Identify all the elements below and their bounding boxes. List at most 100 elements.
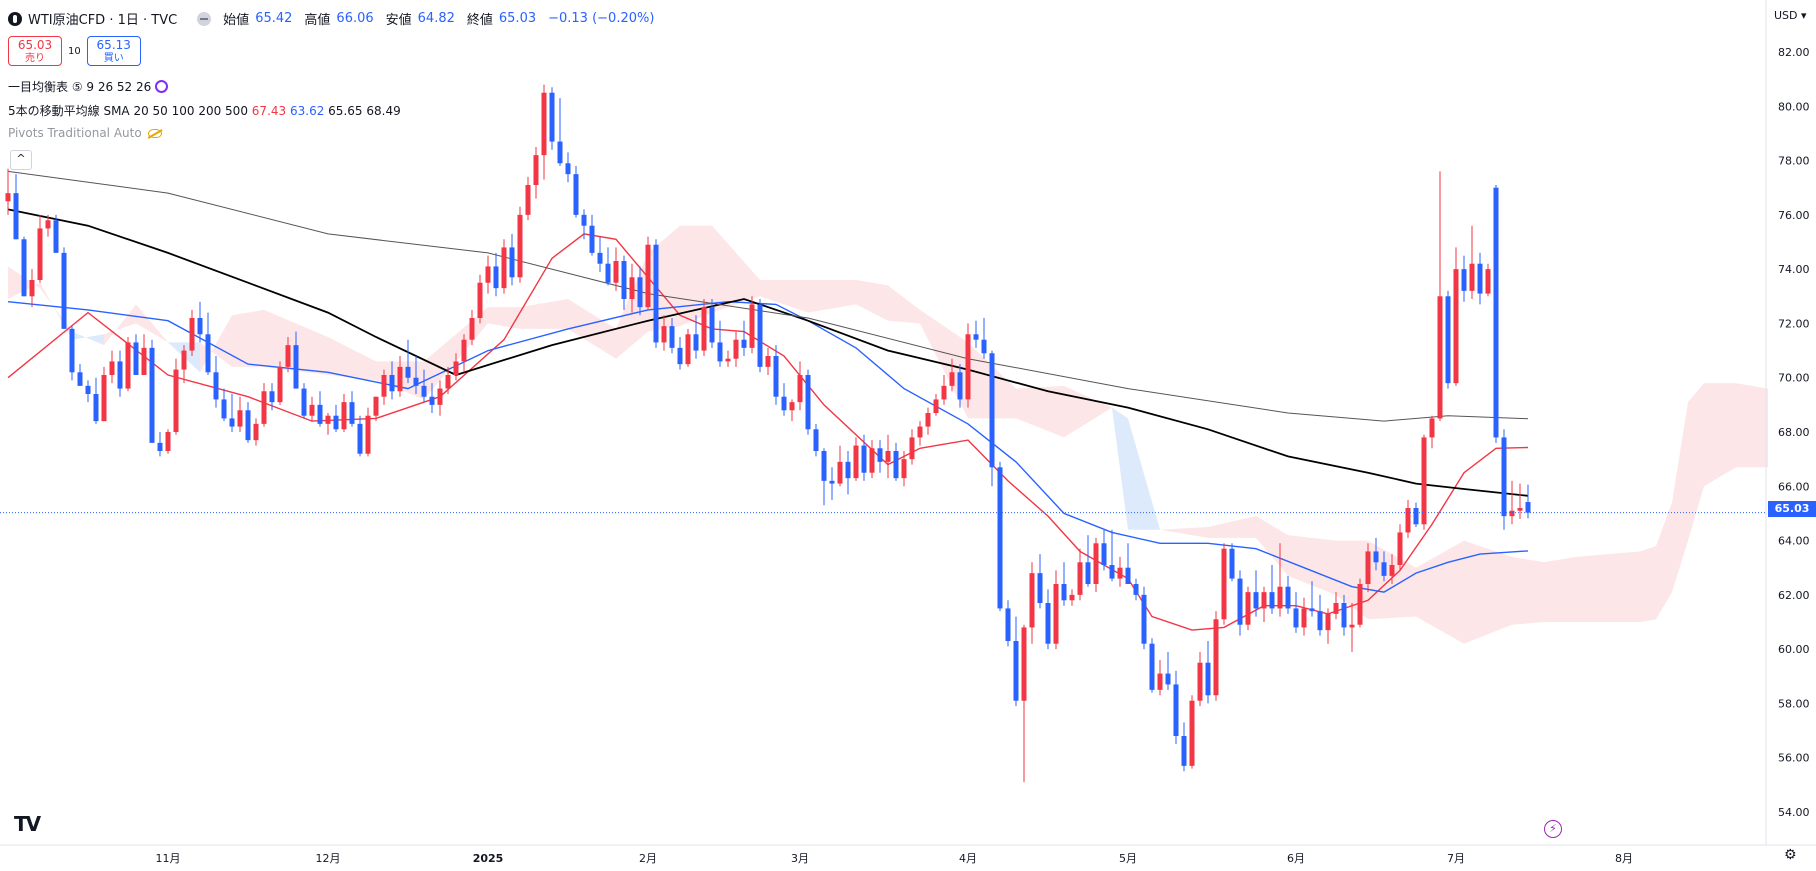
candle-body [1205, 662, 1211, 696]
candle-body [685, 334, 691, 365]
cloud-segment [1416, 540, 1464, 644]
cloud-segment [1016, 385, 1064, 438]
candle-body [389, 375, 395, 392]
candle-body [709, 307, 715, 343]
candle-body [757, 304, 763, 367]
candle-body [1397, 532, 1403, 565]
price-tick-label: 76.00 [1778, 209, 1810, 222]
cloud-segment [1672, 402, 1688, 593]
candle-body [1157, 673, 1163, 690]
candle-body [653, 244, 659, 343]
candle-body [1013, 641, 1019, 701]
currency-selector[interactable]: USD ▾ [1774, 9, 1807, 22]
candle-body [1245, 592, 1251, 625]
quantity[interactable]: 10 [68, 45, 81, 57]
candle-body [605, 263, 611, 283]
candle-body [69, 328, 75, 373]
cloud-segment [1160, 527, 1208, 538]
candle-body [1181, 736, 1187, 766]
candle-body [1101, 543, 1107, 565]
cloud-segment [760, 280, 808, 313]
candle-body [1389, 565, 1395, 576]
cloud-segment [1208, 516, 1256, 538]
time-tick-label: 2月 [639, 852, 657, 865]
candle-body [1517, 508, 1523, 511]
cloud-segment [520, 299, 568, 329]
candle-body [1229, 548, 1235, 579]
cloud-segment [232, 309, 264, 367]
eye-off-icon[interactable] [147, 128, 162, 138]
candle-body [61, 252, 67, 329]
price-tick-label: 74.00 [1778, 263, 1810, 276]
candle-body [237, 410, 243, 427]
candle-body [597, 252, 603, 264]
time-tick-label: 6月 [1287, 852, 1305, 865]
pivots-legend[interactable]: Pivots Traditional Auto [8, 126, 162, 140]
hide-icon[interactable] [197, 11, 212, 26]
candle-body [853, 445, 859, 479]
candle-body [189, 318, 195, 351]
collapse-legend-button[interactable]: ^ [10, 150, 32, 170]
candle-body [813, 429, 819, 451]
cloud-segment [72, 331, 104, 346]
ma-label: 5本の移動平均線 SMA 20 50 100 200 500 [8, 104, 248, 118]
tradingview-logo[interactable]: TV [14, 812, 41, 836]
candle-body [437, 388, 443, 405]
candle-body [485, 266, 491, 283]
candle-body [669, 326, 675, 348]
candle-body [1501, 437, 1507, 517]
candle-body [517, 214, 523, 278]
candle-body [637, 277, 643, 308]
time-axis[interactable]: 11月 12月 2025 2月 3月 4月 5月 6月 7月 8月 [156, 852, 1634, 865]
candle-body [1309, 608, 1315, 612]
trade-panel: 65.03 売り 10 65.13 買い [8, 36, 141, 66]
price-axis[interactable]: 82.00 80.00 78.00 76.00 74.00 72.00 70.00 68.00… [1778, 46, 1810, 819]
candle-body [997, 467, 1003, 609]
sell-button[interactable]: 65.03 売り [8, 36, 62, 66]
candle-body [1525, 502, 1531, 513]
cloud-segment [712, 225, 760, 313]
price-tick-label: 72.00 [1778, 317, 1810, 330]
time-tick-label: 12月 [316, 852, 341, 865]
sync-icon[interactable] [155, 80, 169, 93]
candle-body [509, 247, 515, 278]
ichimoku-legend[interactable]: 一目均衡表 ⑤ 9 26 52 26 [8, 78, 169, 95]
lightning-icon[interactable]: ⚡ [1544, 820, 1562, 838]
candle-body [1381, 562, 1387, 576]
ma-legend[interactable]: 5本の移動平均線 SMA 20 50 100 200 500 67.43 63.… [8, 102, 401, 119]
buy-price: 65.13 [96, 38, 131, 52]
price-tick-label: 70.00 [1778, 372, 1810, 385]
candle-body [365, 415, 371, 454]
candle-body [1453, 269, 1459, 384]
price-tick-label: 60.00 [1778, 643, 1810, 656]
symbol-title[interactable]: WTI原油CFD · 1日 · TVC [28, 13, 178, 28]
candle-body [181, 350, 187, 370]
candle-body [981, 339, 987, 354]
cloud-segment [888, 285, 920, 324]
cloud-segment [488, 307, 520, 329]
candle-body [157, 442, 163, 451]
candle-body [773, 356, 779, 397]
cloud-segment [136, 304, 168, 343]
candle-body [293, 345, 299, 389]
settings-gear-icon[interactable]: ⚙ [1784, 847, 1797, 863]
candle-body [373, 396, 379, 416]
ma-line-sma-200 [7, 208, 1529, 497]
price-tick-label: 68.00 [1778, 426, 1810, 439]
candle-body [205, 334, 211, 373]
candle-body [461, 339, 467, 362]
candle-body [1333, 603, 1339, 614]
candle-body [1045, 603, 1051, 644]
candle-body [301, 388, 307, 416]
time-tick-label: 5月 [1119, 852, 1137, 865]
price-tick-label: 78.00 [1778, 155, 1810, 168]
low-value: 64.82 [417, 11, 455, 26]
candle-body [317, 404, 323, 424]
last-price-tag: 65.03 [1768, 501, 1816, 517]
candle-body [733, 339, 739, 359]
candle-body [1445, 296, 1451, 384]
candle-body [37, 228, 43, 280]
buy-button[interactable]: 65.13 買い [86, 36, 141, 66]
candle-body [1189, 700, 1195, 766]
